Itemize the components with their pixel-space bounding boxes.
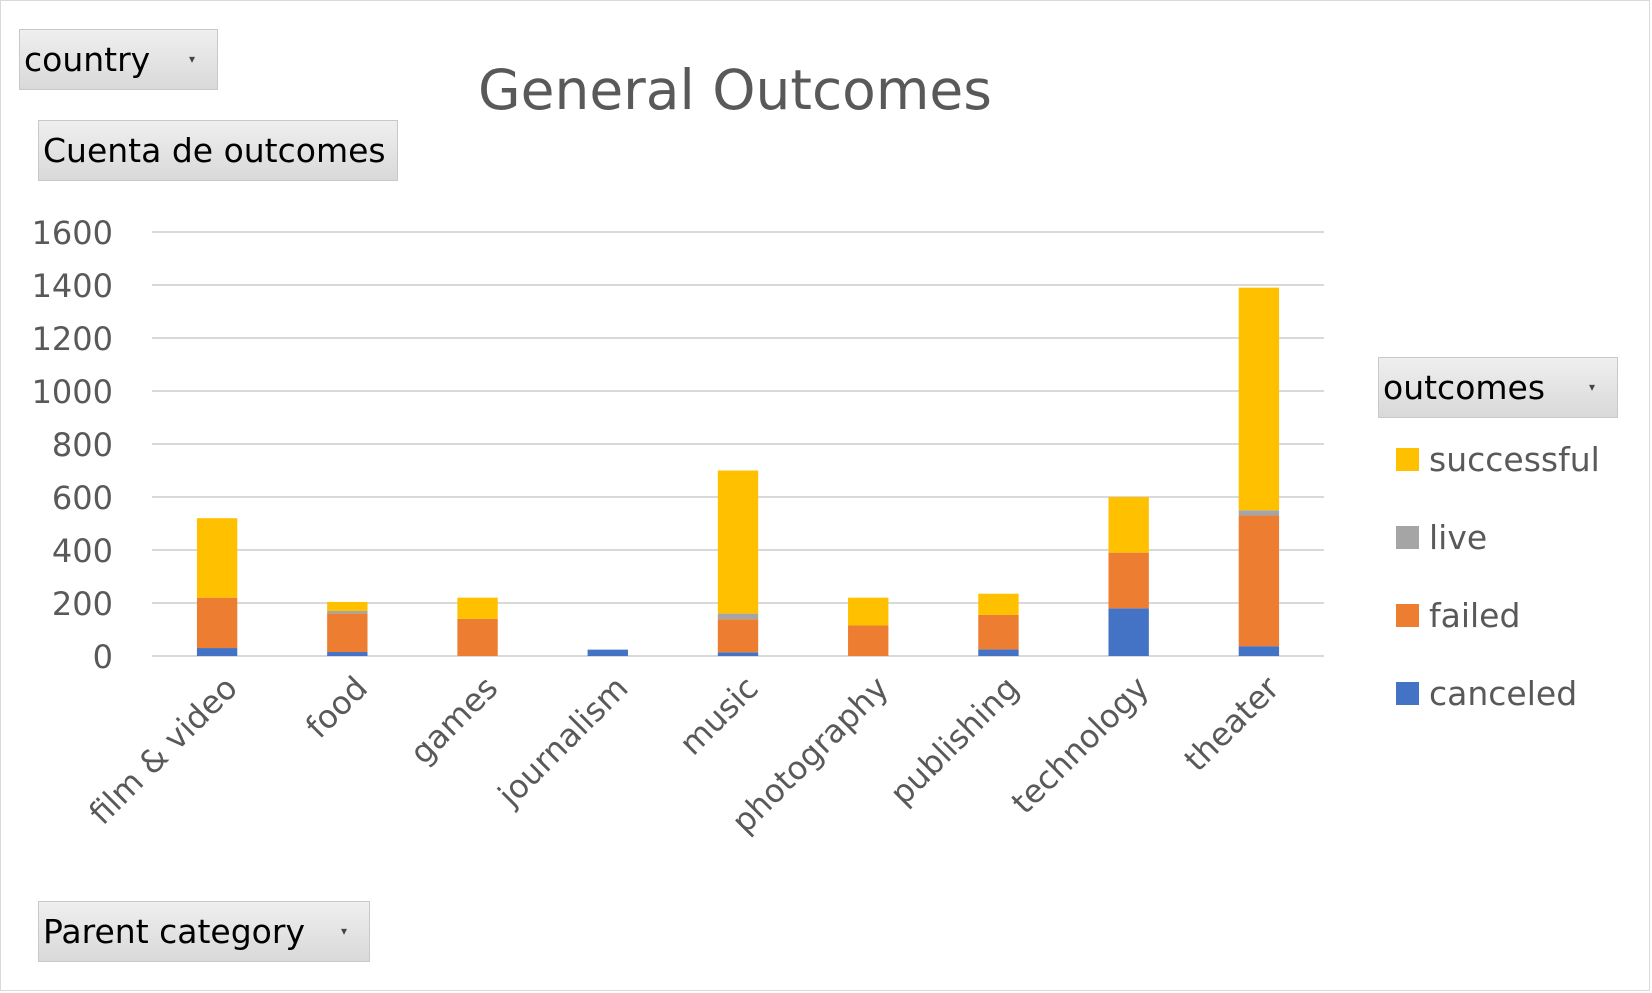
bar-live-music[interactable]: [717, 613, 759, 620]
outcomes-legend-label: outcomes: [1383, 368, 1546, 407]
bar-successful-theater[interactable]: [1238, 287, 1280, 511]
y-tick-label: 400: [52, 532, 113, 570]
legend-swatch: [1396, 603, 1419, 627]
bar-failed-theater[interactable]: [1238, 515, 1280, 647]
bar-canceled-journalism[interactable]: [587, 649, 628, 656]
bar-successful-food[interactable]: [327, 601, 368, 611]
bar-canceled-theater[interactable]: [1238, 646, 1280, 656]
bar-successful-film-video[interactable]: [196, 518, 238, 598]
legend-label: canceled: [1429, 673, 1578, 713]
x-tick-label: theater: [1177, 668, 1288, 779]
bar-successful-music[interactable]: [717, 470, 759, 614]
bar-canceled-publishing[interactable]: [978, 649, 1019, 656]
outcomes-legend-button[interactable]: outcomes ▾: [1378, 357, 1618, 418]
x-tick-label: music: [672, 669, 766, 763]
bar-successful-technology[interactable]: [1108, 497, 1149, 553]
dropdown-arrow-icon: ▾: [340, 924, 347, 938]
legend-label: failed: [1429, 595, 1521, 635]
legend-item-live[interactable]: live: [1396, 517, 1487, 557]
country-filter-button[interactable]: country ▾: [19, 29, 218, 90]
bar-failed-technology[interactable]: [1108, 552, 1149, 609]
x-tick-label: journalism: [490, 669, 636, 815]
values-field-button[interactable]: Cuenta de outcomes: [38, 120, 398, 181]
legend-swatch: [1396, 681, 1419, 705]
bar-canceled-food[interactable]: [327, 652, 368, 656]
parent-category-button[interactable]: Parent category ▾: [38, 901, 370, 962]
legend-item-canceled[interactable]: canceled: [1396, 673, 1577, 713]
dropdown-arrow-icon: ▾: [1588, 380, 1595, 394]
bar-canceled-music[interactable]: [717, 652, 759, 656]
y-tick-label: 600: [52, 479, 113, 517]
legend-label: successful: [1429, 439, 1600, 479]
bar-failed-film-video[interactable]: [196, 597, 238, 649]
x-tick-label: publishing: [882, 669, 1026, 813]
y-tick-label: 1000: [32, 373, 113, 411]
y-tick-label: 0: [93, 638, 113, 676]
chart-title: General Outcomes: [478, 58, 992, 122]
y-tick-label: 1200: [32, 320, 113, 358]
bar-successful-games[interactable]: [457, 597, 498, 619]
bar-failed-publishing[interactable]: [978, 614, 1019, 650]
y-tick-label: 1600: [32, 214, 113, 252]
bar-successful-publishing[interactable]: [978, 593, 1019, 615]
dropdown-arrow-icon: ▾: [188, 52, 195, 66]
bar-live-theater[interactable]: [1238, 510, 1280, 516]
x-tick-label: food: [298, 669, 375, 746]
legend-swatch: [1396, 447, 1419, 471]
y-tick-label: 1400: [32, 267, 113, 305]
bar-successful-photography[interactable]: [848, 597, 889, 626]
bar-failed-games[interactable]: [457, 618, 498, 656]
bar-failed-photography[interactable]: [848, 625, 889, 656]
bar-canceled-film-video[interactable]: [196, 648, 238, 656]
bar-canceled-technology[interactable]: [1108, 608, 1149, 656]
legend-item-successful[interactable]: successful: [1396, 439, 1600, 479]
country-filter-label: country: [24, 40, 151, 79]
bar-live-food[interactable]: [327, 610, 368, 614]
legend-swatch: [1396, 525, 1419, 549]
x-tick-label: film & video: [81, 669, 244, 832]
y-tick-label: 200: [52, 585, 113, 623]
parent-category-label: Parent category: [43, 912, 305, 951]
x-tick-label: games: [402, 669, 505, 772]
bar-failed-food[interactable]: [327, 613, 368, 653]
x-tick-label: technology: [1004, 669, 1157, 822]
legend-item-failed[interactable]: failed: [1396, 595, 1520, 635]
y-tick-label: 800: [52, 426, 113, 464]
values-field-label: Cuenta de outcomes: [43, 131, 386, 170]
bar-failed-music[interactable]: [717, 619, 759, 653]
legend-label: live: [1429, 517, 1488, 557]
